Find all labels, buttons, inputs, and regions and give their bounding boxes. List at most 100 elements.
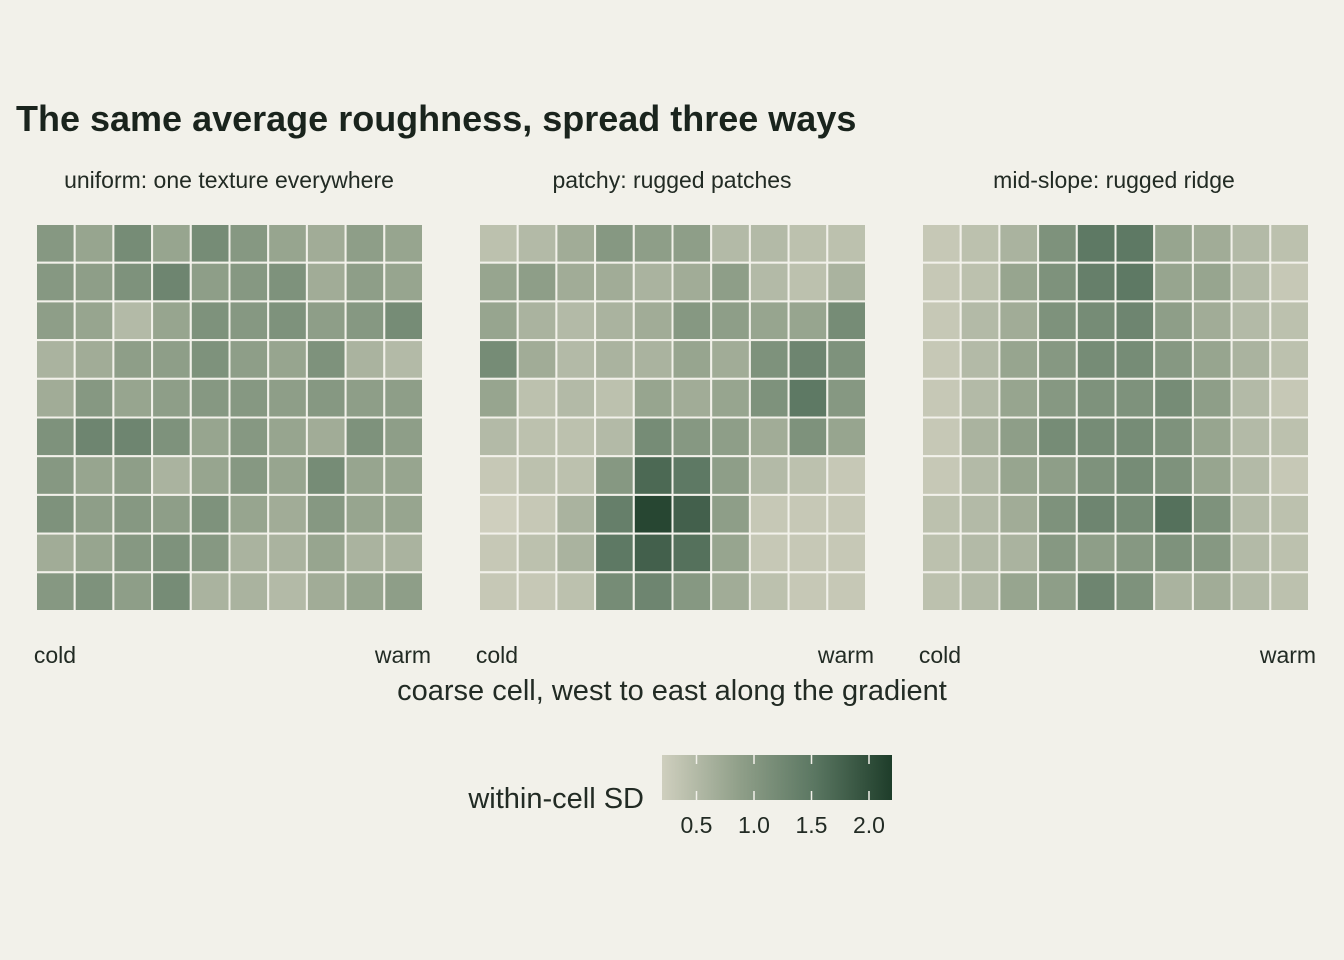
- heatmap-cell: [826, 339, 867, 380]
- heatmap-cell: [1037, 223, 1078, 264]
- heatmap-cell: [383, 223, 424, 264]
- heatmap-cell: [1075, 223, 1117, 264]
- heatmap-cell: [478, 377, 519, 419]
- heatmap-cell: [112, 416, 154, 458]
- heatmap-cell: [1230, 339, 1272, 380]
- heatmap-cell: [516, 493, 558, 535]
- heatmap-cell: [710, 571, 751, 612]
- heatmap-cell: [959, 223, 1001, 264]
- heatmap-cell: [1230, 300, 1272, 342]
- heatmap-cell: [998, 261, 1040, 303]
- heatmap-cell: [632, 455, 674, 496]
- heatmap-cell: [478, 339, 519, 380]
- heatmap-cell: [478, 261, 519, 303]
- heatmap-cell: [1114, 416, 1156, 458]
- heatmap-cell: [1191, 416, 1233, 458]
- heatmap-cell: [344, 571, 386, 612]
- heatmap-cell: [998, 571, 1040, 612]
- heatmap-cell: [1269, 571, 1311, 612]
- heatmap-cell: [998, 532, 1040, 574]
- heatmap-cell: [35, 261, 76, 303]
- heatmap-cell: [710, 223, 751, 264]
- heatmap-cell: [671, 416, 713, 458]
- heatmap-cell: [1114, 223, 1156, 264]
- heatmap-cell: [151, 416, 192, 458]
- heatmap-cell: [921, 300, 962, 342]
- heatmap-cell: [151, 493, 192, 535]
- heatmap-cell: [959, 300, 1001, 342]
- heatmap-cell: [305, 493, 347, 535]
- heatmap-cell: [710, 416, 751, 458]
- heatmap-cell: [383, 455, 424, 496]
- heatmap-cell: [35, 223, 76, 264]
- heatmap-cell: [516, 339, 558, 380]
- heatmap-cell: [73, 339, 115, 380]
- heatmap-cell: [1230, 223, 1272, 264]
- heatmap-cell: [344, 339, 386, 380]
- colorbar-gradient: [662, 755, 892, 800]
- heatmap-cell: [1075, 455, 1117, 496]
- heatmap-cell: [151, 261, 192, 303]
- heatmap-cell: [516, 261, 558, 303]
- heatmap-cell: [594, 532, 635, 574]
- heatmap-cell: [1191, 261, 1233, 303]
- heatmap-panel-3: [921, 223, 1311, 612]
- heatmap-cell: [921, 532, 962, 574]
- heatmap-cell: [1037, 377, 1078, 419]
- heatmap-cell: [921, 261, 962, 303]
- heatmap-cell: [35, 377, 76, 419]
- heatmap-cell: [383, 571, 424, 612]
- heatmap-cell: [151, 223, 192, 264]
- heatmap-cell: [478, 571, 519, 612]
- heatmap-cell: [189, 261, 231, 303]
- heatmap-cell: [112, 377, 154, 419]
- heatmap-cell: [710, 300, 751, 342]
- heatmap-cell: [594, 377, 635, 419]
- heatmap-cell: [555, 571, 597, 612]
- heatmap-cell: [1191, 377, 1233, 419]
- heatmap-cell: [383, 416, 424, 458]
- heatmap-cell: [1230, 532, 1272, 574]
- colorbar-legend: within-cell SD 0.5 1.0 1.5 2.0: [467, 755, 892, 838]
- heatmap-cell: [1230, 493, 1272, 535]
- heatmap-cell: [516, 300, 558, 342]
- heatmap-cell: [267, 416, 308, 458]
- heatmap-cell: [671, 571, 713, 612]
- heatmap-cell: [555, 532, 597, 574]
- heatmap-cell: [632, 493, 674, 535]
- heatmap-cell: [73, 416, 115, 458]
- heatmap-cell: [189, 377, 231, 419]
- heatmap-cell: [748, 300, 790, 342]
- heatmap-cell: [228, 571, 270, 612]
- heatmap-cell: [305, 571, 347, 612]
- heatmap-cell: [151, 300, 192, 342]
- heatmap-cell: [1230, 377, 1272, 419]
- heatmap-cell: [959, 532, 1001, 574]
- heatmap-cell: [1269, 377, 1311, 419]
- heatmap-cell: [228, 416, 270, 458]
- heatmap-cell: [344, 300, 386, 342]
- heatmap-cell: [1037, 532, 1078, 574]
- heatmap-cell: [959, 377, 1001, 419]
- heatmap-cell: [1075, 300, 1117, 342]
- heatmap-cell: [671, 377, 713, 419]
- heatmap-cell: [1191, 300, 1233, 342]
- heatmap-cell: [787, 339, 829, 380]
- heatmap-cell: [35, 532, 76, 574]
- heatmap-cell: [1153, 339, 1194, 380]
- heatmap-cell: [1153, 416, 1194, 458]
- panel-label-uniform: uniform: one texture everywhere: [64, 167, 394, 193]
- heatmap-cell: [632, 300, 674, 342]
- heatmap-cell: [73, 223, 115, 264]
- heatmap-cell: [671, 223, 713, 264]
- heatmap-cell: [1075, 532, 1117, 574]
- heatmap-cell: [1075, 493, 1117, 535]
- heatmap-cell: [1075, 261, 1117, 303]
- heatmap-cell: [112, 532, 154, 574]
- heatmap-cell: [671, 339, 713, 380]
- heatmap-cell: [594, 339, 635, 380]
- heatmap-cell: [826, 571, 867, 612]
- heatmap-cell: [748, 223, 790, 264]
- heatmap-cell: [305, 261, 347, 303]
- heatmap-cell: [73, 377, 115, 419]
